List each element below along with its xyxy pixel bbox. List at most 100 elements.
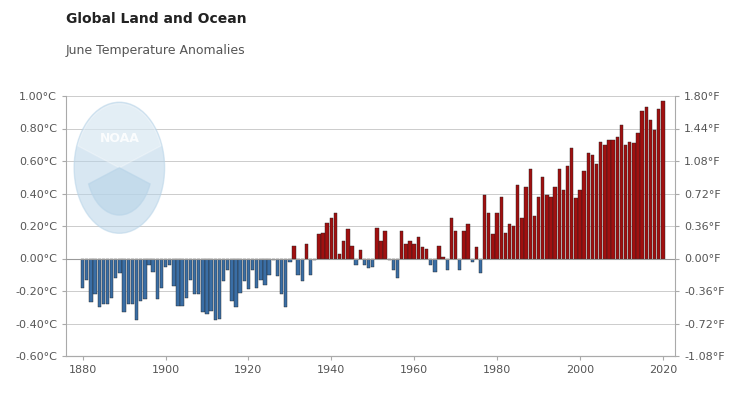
Bar [491,234,495,258]
Bar [363,258,366,265]
Bar [644,107,648,258]
Bar [537,197,540,258]
Bar [85,258,89,280]
Bar [193,258,196,294]
Bar [276,258,279,276]
Bar [90,258,92,302]
Bar [582,171,586,258]
Bar [255,258,258,288]
Bar [102,258,105,304]
Bar [325,223,329,258]
Bar [93,258,97,294]
Bar [301,258,304,281]
Bar [168,258,171,265]
Bar [437,246,440,258]
Bar [533,216,536,258]
Bar [383,231,387,258]
Bar [483,195,487,258]
Bar [239,258,241,293]
Bar [123,258,126,312]
Bar [657,109,661,258]
Bar [230,258,233,301]
Bar [297,258,300,275]
Bar [164,258,167,267]
Bar [599,142,603,258]
Bar [570,148,573,258]
Bar [135,258,138,320]
Bar [222,258,225,281]
Text: June Temperature Anomalies: June Temperature Anomalies [66,44,246,57]
Bar [562,190,565,258]
Text: Global Land and Ocean: Global Land and Ocean [66,12,247,26]
Bar [371,258,374,267]
Bar [450,218,453,258]
Bar [284,258,288,307]
Bar [636,133,639,258]
Bar [388,258,391,260]
Bar [611,140,615,258]
Bar [524,187,528,258]
Bar [616,137,619,258]
Bar [454,231,457,258]
Bar [466,224,470,258]
Bar [98,258,101,307]
Bar [181,258,184,306]
Bar [404,244,407,258]
Bar [508,224,511,258]
Bar [114,258,117,278]
Bar [628,142,631,258]
Bar [313,258,316,260]
Bar [641,111,644,258]
Bar [487,213,490,258]
Bar [396,258,399,278]
Bar [346,229,349,258]
Bar [251,258,254,270]
Bar [292,246,296,258]
Bar [475,247,478,258]
Bar [148,258,150,265]
Bar [234,258,238,307]
Bar [545,195,548,258]
Bar [184,258,188,298]
Bar [359,250,362,258]
Bar [197,258,200,294]
Bar [619,125,623,258]
Bar [126,258,130,304]
Bar [566,166,570,258]
Bar [528,169,532,258]
Bar [367,258,370,268]
Bar [317,234,321,258]
Bar [151,258,155,272]
Bar [429,258,432,265]
Bar [305,244,308,258]
Bar [413,244,416,258]
Bar [259,258,263,280]
Bar [160,258,163,288]
Bar [334,213,337,258]
Bar [131,258,134,304]
Bar [338,254,341,258]
Bar [176,258,180,306]
Bar [553,187,557,258]
Bar [206,258,208,314]
Bar [417,237,420,258]
Bar [218,258,221,319]
Bar [479,258,482,273]
Bar [458,258,462,270]
Bar [201,258,205,312]
Bar [81,258,84,288]
Bar [462,231,465,258]
Bar [342,241,346,258]
Bar [574,198,578,258]
Bar [264,258,266,284]
Bar [591,154,594,258]
Bar [156,258,159,299]
Bar [214,258,217,320]
Bar [321,232,324,258]
Bar [106,258,109,304]
Bar [653,130,656,258]
Bar [309,258,312,275]
Bar [607,140,611,258]
Bar [226,258,230,270]
Bar [446,258,449,270]
